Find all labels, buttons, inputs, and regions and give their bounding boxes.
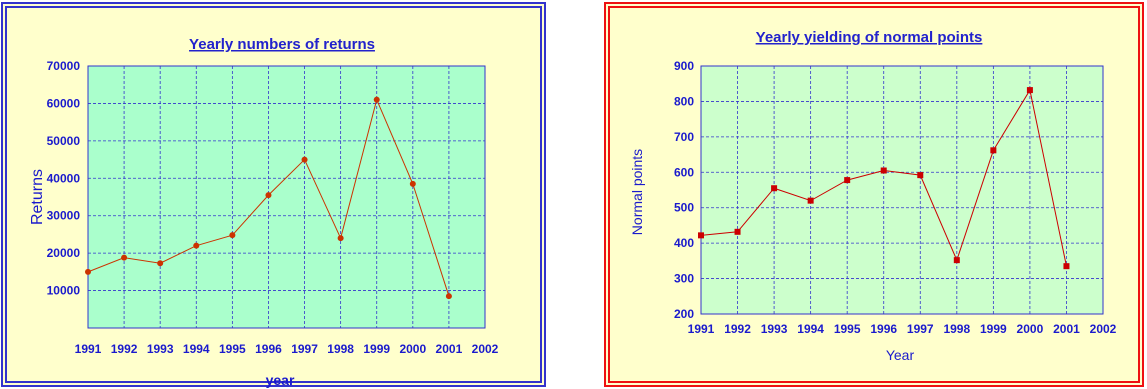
x-tick-label: 2001: [1053, 322, 1080, 336]
data-point: [1026, 87, 1033, 94]
series: [85, 96, 452, 300]
y-tick-label: 40000: [47, 171, 81, 185]
plot-area: [87, 65, 486, 329]
y-tick-label: 400: [674, 236, 694, 250]
y-tick-label: 200: [674, 307, 694, 321]
x-tick-label: 1995: [219, 342, 246, 356]
data-point: [373, 96, 380, 103]
chart-title: Yearly numbers of returns: [189, 36, 375, 53]
y-tick-label: 20000: [47, 246, 81, 260]
x-tick-label: 1997: [907, 322, 934, 336]
data-point: [953, 257, 960, 264]
x-tick-label: 1996: [255, 342, 282, 356]
data-point: [880, 167, 887, 174]
series: [698, 87, 1070, 270]
data-point: [301, 156, 308, 163]
x-tick-labels: 1991 1992 1993 1994 1995 1996 1997 1998 1999 2000…: [688, 322, 1117, 336]
y-tick-label: 50000: [47, 134, 81, 148]
x-tick-label: 1994: [797, 322, 824, 336]
data-point: [445, 293, 452, 300]
plot-area: [700, 65, 1104, 315]
data-point: [698, 232, 704, 239]
y-tick-label: 900: [674, 59, 694, 73]
x-tick-label: 1999: [363, 342, 390, 356]
y-tick-label: 300: [674, 272, 694, 286]
x-tick-label: 2002: [1090, 322, 1117, 336]
x-tick-label: 1992: [724, 322, 751, 336]
x-tick-label: 1994: [183, 342, 210, 356]
y-tick-label: 30000: [47, 209, 81, 223]
x-tick-label: 2002: [472, 342, 499, 356]
x-axis-label: year: [266, 372, 295, 388]
y-tick-label: 600: [674, 165, 694, 179]
x-tick-labels: 1991 1992 1993 1994 1995 1996 1997 1998 1999 2000…: [75, 342, 499, 356]
data-point: [771, 185, 778, 192]
data-point: [157, 260, 164, 267]
data-point: [844, 177, 851, 184]
grid: [700, 65, 1104, 315]
y-tick-label: 500: [674, 201, 694, 215]
y-tick-label: 60000: [47, 96, 81, 110]
y-tick-label: 700: [674, 130, 694, 144]
data-point: [734, 228, 741, 235]
y-tick-label: 10000: [47, 284, 81, 298]
y-axis-label: Normal points: [629, 149, 645, 235]
x-tick-label: 1992: [111, 342, 138, 356]
x-tick-label: 1998: [943, 322, 970, 336]
x-tick-label: 1997: [291, 342, 318, 356]
x-tick-label: 2001: [436, 342, 463, 356]
data-point: [807, 197, 814, 204]
y-axis-label: Returns: [29, 169, 46, 225]
data-point: [917, 172, 924, 179]
chart-title: Yearly yielding of normal points: [756, 29, 983, 46]
x-tick-label: 1993: [147, 342, 174, 356]
data-point: [1063, 263, 1070, 270]
x-tick-label: 1991: [75, 342, 102, 356]
x-axis-label: Year: [886, 347, 915, 363]
data-point: [409, 180, 416, 187]
data-point: [337, 235, 344, 242]
y-tick-label: 800: [674, 94, 694, 108]
data-point: [193, 242, 200, 249]
x-tick-label: 1996: [870, 322, 897, 336]
y-tick-labels: 70000 60000 50000 40000 30000 20000 10000: [47, 59, 81, 298]
data-point: [990, 147, 997, 154]
x-tick-label: 1993: [761, 322, 788, 336]
x-tick-label: 1995: [834, 322, 861, 336]
y-tick-labels: 900 800 700 600 500 400 300 200: [674, 59, 694, 321]
x-tick-label: 1991: [688, 322, 715, 336]
data-point: [265, 192, 272, 199]
data-point: [85, 268, 91, 275]
x-tick-label: 2000: [399, 342, 426, 356]
data-point: [121, 254, 128, 261]
x-tick-label: 2000: [1017, 322, 1044, 336]
x-tick-label: 1999: [980, 322, 1007, 336]
x-tick-label: 1998: [327, 342, 354, 356]
data-point: [229, 232, 236, 239]
y-tick-label: 70000: [47, 59, 81, 73]
